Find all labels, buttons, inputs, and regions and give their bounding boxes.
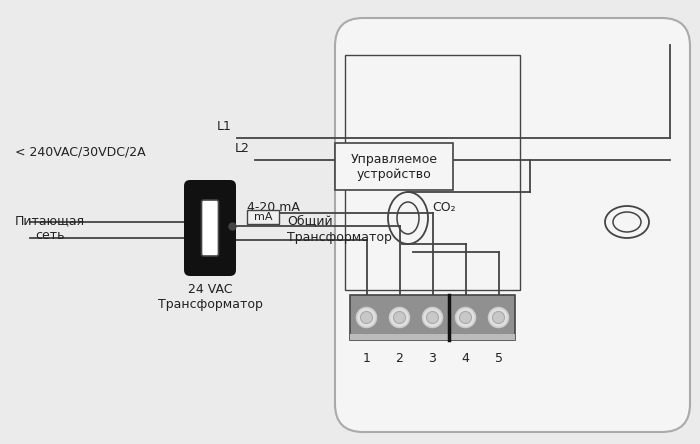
Text: L1: L1 [217,120,232,133]
FancyBboxPatch shape [335,18,690,432]
Circle shape [389,308,410,328]
Circle shape [393,312,405,324]
Text: < 240VAC/30VDC/2A: < 240VAC/30VDC/2A [15,146,146,159]
Bar [350,295,515,340]
FancyBboxPatch shape [184,180,236,276]
Bar [247,210,279,224]
Bar [350,295,515,302]
Circle shape [360,312,372,324]
Text: CO₂: CO₂ [432,201,456,214]
Text: 4: 4 [461,352,470,365]
Text: Питающая
сеть: Питающая сеть [15,214,85,242]
Ellipse shape [613,212,641,232]
Bar [335,143,453,190]
Text: Управляемое
устройство: Управляемое устройство [351,152,438,181]
Ellipse shape [397,202,419,234]
FancyBboxPatch shape [202,200,218,256]
Ellipse shape [605,206,649,238]
Text: mA: mA [253,212,272,222]
Text: Трансформатор: Трансформатор [287,230,392,243]
Circle shape [493,312,505,324]
Text: 3: 3 [428,352,436,365]
Text: Общий: Общий [287,214,332,227]
Text: 4-20 mA: 4-20 mA [247,201,300,214]
Text: L2: L2 [235,142,250,155]
Bar [350,334,515,340]
Circle shape [423,308,442,328]
Ellipse shape [388,192,428,244]
Text: 1: 1 [363,352,370,365]
Circle shape [426,312,438,324]
Circle shape [459,312,472,324]
Text: 2: 2 [395,352,403,365]
Circle shape [456,308,475,328]
Text: 5: 5 [494,352,503,365]
Text: 24 VAC
Трансформатор: 24 VAC Трансформатор [158,283,262,311]
Circle shape [489,308,508,328]
Circle shape [356,308,377,328]
